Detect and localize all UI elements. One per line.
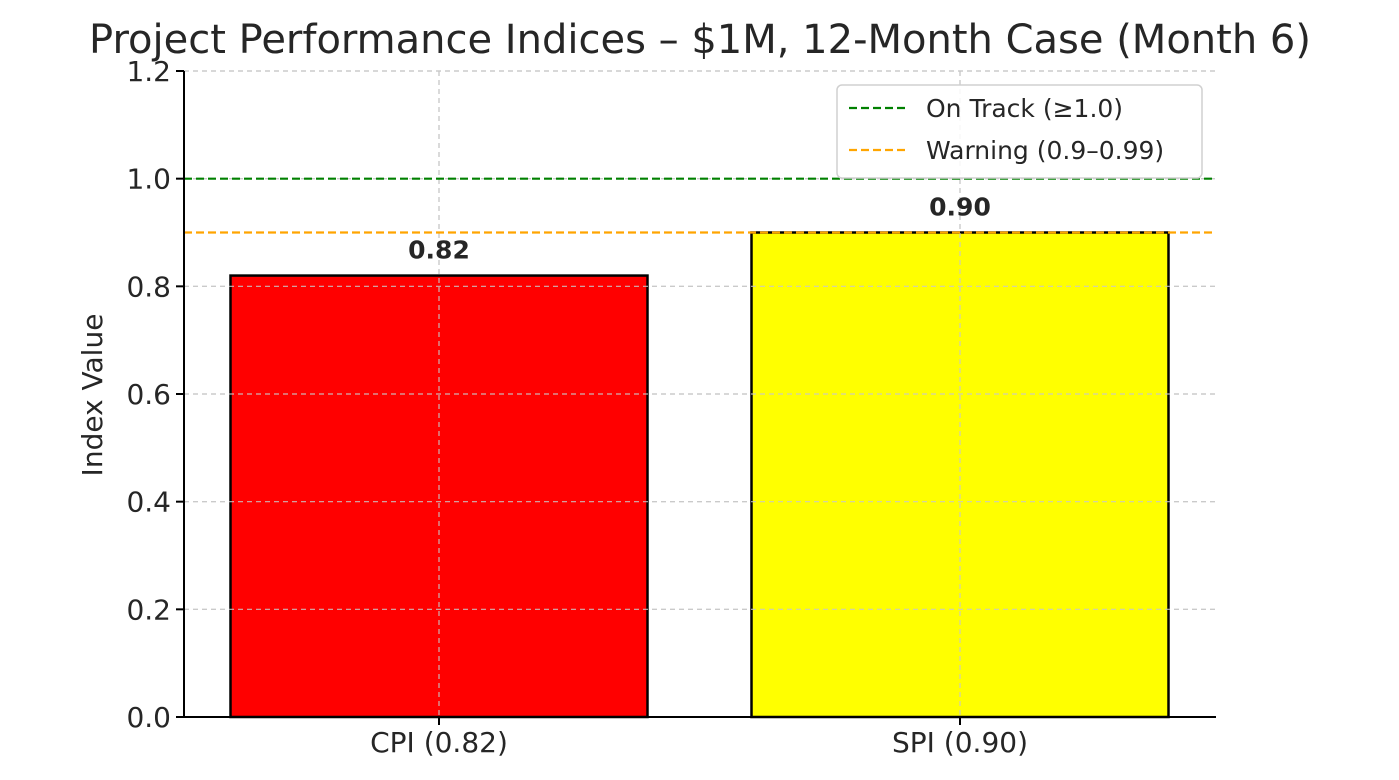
y-tick-label: 0.4 [126, 486, 171, 519]
chart-title: Project Performance Indices – $1M, 12-Mo… [89, 17, 1311, 63]
data-label-2: 0.90 [929, 193, 991, 222]
y-tick-label: 0.2 [126, 593, 171, 626]
bars [184, 70, 1216, 719]
y-tick-label: 0.0 [126, 701, 171, 734]
legend-box [836, 84, 1203, 179]
y-tick-label: 1.0 [126, 163, 171, 196]
legend: On Track (≥1.0) Warning (0.9–0.99) [836, 84, 1203, 179]
y-tick-label: 0.8 [126, 270, 171, 303]
y-tick-label: 0.6 [126, 378, 171, 411]
reference-lines [184, 177, 1216, 234]
data-labels: 0.82 0.90 [408, 193, 991, 265]
y-tick-label: 1.2 [126, 55, 171, 88]
legend-label-2: Warning (0.9–0.99) [926, 136, 1164, 165]
x-tick-label: CPI (0.82) [370, 726, 508, 759]
y-axis-label: Index Value [76, 314, 109, 477]
x-tick-label: SPI (0.90) [892, 726, 1028, 759]
data-label-1: 0.82 [408, 236, 470, 265]
legend-label-1: On Track (≥1.0) [926, 94, 1123, 123]
bar-2 [750, 231, 1170, 719]
axes: 0.0 0.2 0.4 0.6 0.8 1.0 1.2 CPI (0.82) SPI (0.90… [126, 55, 1216, 759]
